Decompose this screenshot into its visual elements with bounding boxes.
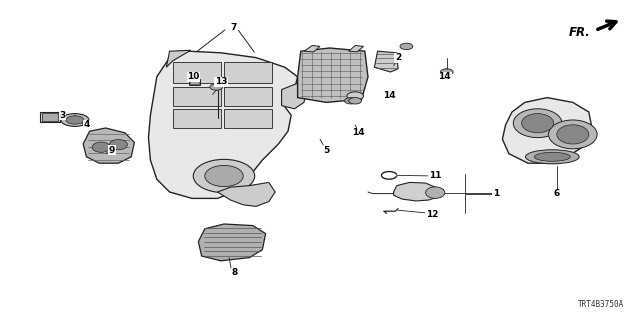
Ellipse shape bbox=[347, 92, 364, 100]
Text: 2: 2 bbox=[395, 53, 401, 62]
Ellipse shape bbox=[109, 140, 127, 150]
Ellipse shape bbox=[557, 125, 589, 144]
Polygon shape bbox=[502, 98, 592, 163]
Ellipse shape bbox=[513, 109, 562, 138]
Ellipse shape bbox=[440, 69, 453, 75]
Text: 5: 5 bbox=[323, 146, 330, 155]
Ellipse shape bbox=[548, 120, 597, 149]
Polygon shape bbox=[298, 48, 368, 102]
Bar bbox=[189, 79, 200, 85]
Text: 4: 4 bbox=[83, 120, 90, 129]
Ellipse shape bbox=[525, 150, 579, 164]
Text: 8: 8 bbox=[232, 268, 238, 277]
Bar bbox=[40, 112, 60, 122]
Polygon shape bbox=[148, 51, 298, 198]
Ellipse shape bbox=[426, 187, 445, 198]
Bar bbox=[173, 109, 221, 128]
Text: FR.: FR. bbox=[568, 26, 590, 38]
Polygon shape bbox=[304, 45, 320, 52]
Text: 14: 14 bbox=[383, 92, 396, 100]
Ellipse shape bbox=[400, 43, 413, 50]
Text: 6: 6 bbox=[554, 189, 560, 198]
Ellipse shape bbox=[66, 116, 84, 124]
Text: 9: 9 bbox=[109, 146, 115, 155]
Bar bbox=[173, 87, 221, 106]
Text: 12: 12 bbox=[426, 210, 438, 219]
Text: 14: 14 bbox=[352, 128, 365, 137]
Polygon shape bbox=[198, 224, 266, 261]
Text: 14: 14 bbox=[438, 72, 451, 81]
Polygon shape bbox=[282, 83, 307, 109]
Ellipse shape bbox=[61, 114, 89, 126]
Ellipse shape bbox=[193, 159, 255, 193]
Ellipse shape bbox=[210, 84, 223, 90]
Ellipse shape bbox=[205, 165, 243, 187]
Polygon shape bbox=[83, 128, 134, 163]
Polygon shape bbox=[349, 45, 364, 52]
Bar bbox=[173, 62, 221, 83]
Polygon shape bbox=[166, 50, 191, 67]
Bar bbox=[190, 80, 199, 84]
Polygon shape bbox=[218, 182, 275, 206]
Bar bbox=[224, 109, 272, 128]
Text: 11: 11 bbox=[429, 172, 442, 180]
Text: TRT4B3750A: TRT4B3750A bbox=[578, 300, 624, 309]
Polygon shape bbox=[374, 51, 398, 72]
Ellipse shape bbox=[344, 98, 357, 104]
Bar bbox=[224, 62, 272, 83]
Bar bbox=[42, 113, 58, 121]
Ellipse shape bbox=[522, 114, 554, 133]
Text: 7: 7 bbox=[230, 23, 237, 32]
Ellipse shape bbox=[534, 152, 570, 161]
Text: 10: 10 bbox=[187, 72, 200, 81]
Text: 3: 3 bbox=[60, 111, 66, 120]
Text: 13: 13 bbox=[214, 77, 227, 86]
Polygon shape bbox=[394, 182, 442, 201]
Ellipse shape bbox=[349, 98, 362, 104]
Ellipse shape bbox=[92, 142, 110, 152]
Text: 1: 1 bbox=[493, 189, 499, 198]
Bar bbox=[224, 87, 272, 106]
